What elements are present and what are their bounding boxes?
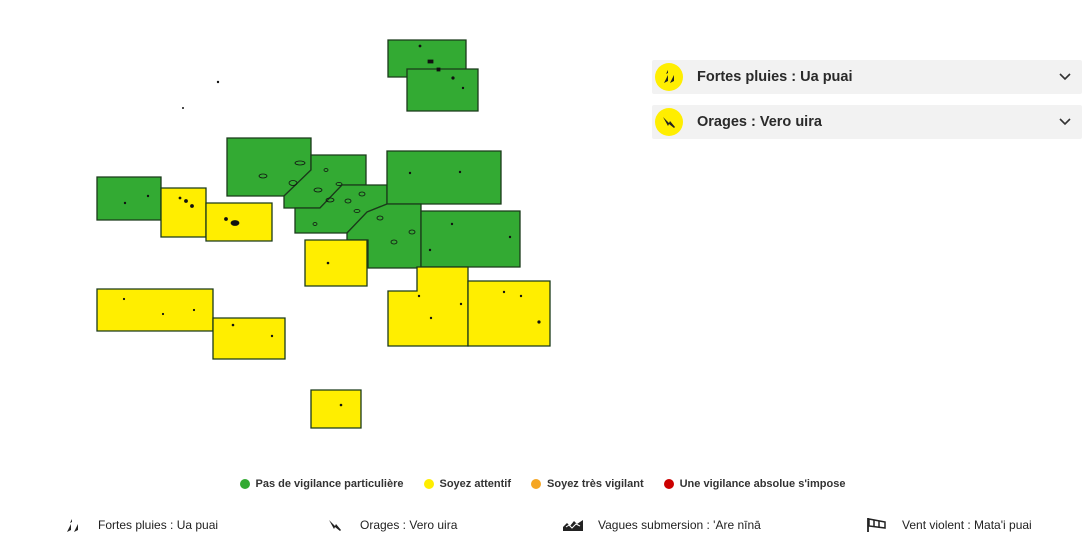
legend-item-yellow: Soyez attentif <box>423 478 512 490</box>
region-gambier-est[interactable] <box>467 280 551 347</box>
region-maupiti-ouest[interactable] <box>96 176 162 221</box>
legend-label: Soyez très vigilant <box>547 478 644 490</box>
lightning-icon <box>324 516 346 534</box>
phenomenon-label: Vent violent : Mata'i puai <box>902 518 1032 532</box>
phenomenon-label: Fortes pluies : Ua puai <box>98 518 219 532</box>
islands <box>122 44 541 407</box>
legend-item-orange: Soyez très vigilant <box>531 478 644 490</box>
region-iles-sous-le-vent-sud[interactable] <box>160 187 207 238</box>
panel-storm-title: Orages : Vero uira <box>697 114 822 130</box>
legend-label: Une vigilance absolue s'impose <box>679 478 846 490</box>
region-gambier-ouest[interactable] <box>387 266 469 347</box>
atolls <box>258 160 416 245</box>
region-marquises-sud[interactable] <box>406 68 479 112</box>
rain-icon <box>62 516 84 534</box>
panel-storm[interactable]: Orages : Vero uira <box>652 105 1082 139</box>
phenomenon-rain: Fortes pluies : Ua puai <box>62 516 218 534</box>
phenomenon-label: Orages : Vero uira <box>360 518 458 532</box>
chevron-down-icon[interactable] <box>1058 69 1072 88</box>
region-australes-centre[interactable] <box>212 317 286 360</box>
rain-icon <box>655 63 683 91</box>
vigilance-legend: Pas de vigilance particulière Soyez atte… <box>0 478 1085 490</box>
phenomenon-storm: Orages : Vero uira <box>324 516 457 534</box>
legend-dot <box>531 479 542 489</box>
region-tuamotu-centre-sud[interactable] <box>346 203 422 269</box>
legend-dot <box>423 479 434 489</box>
region-tuamotu-est[interactable] <box>420 210 521 268</box>
panel-rain[interactable]: Fortes pluies : Ua puai <box>652 60 1082 94</box>
legend-dot <box>239 479 250 489</box>
wind-icon <box>866 516 888 534</box>
lightning-icon <box>655 108 683 136</box>
legend-label: Pas de vigilance particulière <box>255 478 404 490</box>
legend-label: Soyez attentif <box>439 478 512 490</box>
phenomenon-label: Vagues submersion : 'Are nīnā <box>598 518 761 532</box>
phenomenon-wind: Vent violent : Mata'i puai <box>866 516 1032 534</box>
chevron-down-icon[interactable] <box>1058 114 1072 133</box>
region-australes-ouest[interactable] <box>96 288 214 332</box>
panel-rain-title: Fortes pluies : Ua puai <box>697 69 853 85</box>
legend-dot <box>663 479 674 489</box>
legend-item-red: Une vigilance absolue s'impose <box>663 478 846 490</box>
phenomenon-waves: Vagues submersion : 'Are nīnā <box>562 516 761 534</box>
waves-icon <box>562 516 584 534</box>
region-tuamotu-sud[interactable] <box>304 239 368 287</box>
legend-item-green: Pas de vigilance particulière <box>239 478 404 490</box>
region-rapa[interactable] <box>310 389 362 429</box>
region-tuamotu-nord-est[interactable] <box>386 150 502 205</box>
